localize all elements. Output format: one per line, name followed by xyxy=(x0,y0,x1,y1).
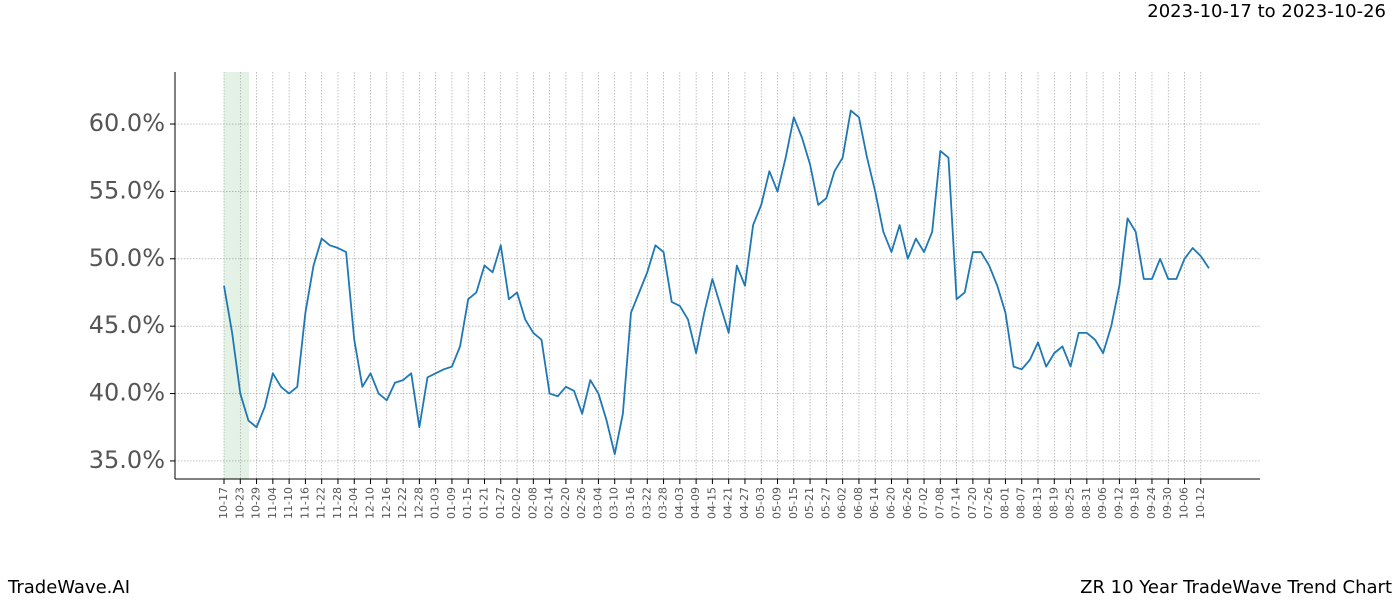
x-tick-label: 05-09 xyxy=(771,487,784,519)
x-tick-label: 10-23 xyxy=(233,487,246,519)
x-tick-label: 04-21 xyxy=(722,487,735,519)
caption: ZR 10 Year TradeWave Trend Chart xyxy=(1080,577,1392,598)
x-tick-label: 09-24 xyxy=(1145,487,1158,519)
x-tick-label: 01-21 xyxy=(477,487,490,519)
x-tick-label: 04-03 xyxy=(673,487,686,519)
x-tick-label: 10-06 xyxy=(1178,487,1191,519)
x-tick-label: 09-18 xyxy=(1129,487,1142,519)
y-tick-label: 45.0% xyxy=(89,311,165,339)
x-tick-label: 10-29 xyxy=(250,487,263,519)
y-tick-label: 40.0% xyxy=(89,379,165,407)
x-tick-label: 11-22 xyxy=(315,487,328,519)
x-tick-label: 06-08 xyxy=(852,487,865,519)
x-tick-label: 07-26 xyxy=(982,487,995,519)
x-tick-label: 05-21 xyxy=(803,487,816,519)
date-range: 2023-10-17 to 2023-10-26 xyxy=(1147,1,1386,22)
y-tick-label: 35.0% xyxy=(89,446,165,474)
x-tick-label: 01-27 xyxy=(494,487,507,519)
y-tick-label: 50.0% xyxy=(89,244,165,272)
x-tick-label: 04-15 xyxy=(705,487,718,519)
y-tick-label: 55.0% xyxy=(89,176,165,204)
x-tick-label: 05-03 xyxy=(754,487,767,519)
x-tick-label: 05-15 xyxy=(787,487,800,519)
x-tick-label: 07-20 xyxy=(966,487,979,519)
x-tick-label: 12-04 xyxy=(347,487,360,519)
x-tick-label: 11-16 xyxy=(298,487,311,519)
x-tick-label: 10-17 xyxy=(217,487,230,519)
x-tick-label: 08-01 xyxy=(998,487,1011,519)
x-tick-label: 01-09 xyxy=(445,487,458,519)
x-tick-label: 03-28 xyxy=(657,487,670,519)
x-tick-label: 12-10 xyxy=(364,487,377,519)
brand: TradeWave.AI xyxy=(7,577,130,598)
x-tick-label: 09-06 xyxy=(1096,487,1109,519)
x-tick-label: 06-14 xyxy=(868,487,881,519)
x-tick-label: 02-08 xyxy=(526,487,539,519)
x-tick-label: 08-13 xyxy=(1031,487,1044,519)
x-tick-label: 01-03 xyxy=(429,487,442,519)
x-tick-label: 11-04 xyxy=(266,487,279,519)
line-series xyxy=(223,109,1210,456)
x-tick-label: 08-19 xyxy=(1047,487,1060,519)
x-tick-label: 04-27 xyxy=(738,487,751,519)
x-tick-label: 08-31 xyxy=(1080,487,1093,519)
x-tick-label: 04-09 xyxy=(689,487,702,519)
x-tick-label: 03-04 xyxy=(591,487,604,519)
x-tick-label: 09-30 xyxy=(1161,487,1174,519)
x-tick-label: 06-20 xyxy=(884,487,897,519)
x-tick-label: 06-26 xyxy=(901,487,914,519)
x-tick-label: 12-28 xyxy=(412,487,425,519)
x-tick-label: 11-10 xyxy=(282,487,295,519)
x-tick-label: 05-27 xyxy=(819,487,832,519)
x-tick-label: 03-22 xyxy=(640,487,653,519)
x-tick-label: 07-08 xyxy=(933,487,946,519)
x-tick-label: 01-15 xyxy=(461,487,474,519)
y-tick-label: 60.0% xyxy=(89,109,165,137)
x-tick-label: 11-28 xyxy=(331,487,344,519)
x-tick-label: 12-22 xyxy=(396,487,409,519)
x-tick-label: 08-07 xyxy=(1015,487,1028,519)
x-tick-label: 06-02 xyxy=(836,487,849,519)
x-tick-label: 10-12 xyxy=(1194,487,1207,519)
x-tick-label: 12-16 xyxy=(380,487,393,519)
x-tick-label: 02-20 xyxy=(559,487,572,519)
x-tick-label: 02-02 xyxy=(510,487,523,519)
x-tick-label: 02-14 xyxy=(543,487,556,519)
x-tick-label: 03-16 xyxy=(624,487,637,519)
x-tick-label: 07-14 xyxy=(950,487,963,519)
x-tick-label: 03-10 xyxy=(608,487,621,519)
x-tick-label: 02-26 xyxy=(575,487,588,519)
x-tick-label: 07-02 xyxy=(917,487,930,519)
x-tick-label: 08-25 xyxy=(1064,487,1077,519)
x-tick-label: 09-12 xyxy=(1112,487,1125,519)
highlight-span xyxy=(224,72,249,479)
